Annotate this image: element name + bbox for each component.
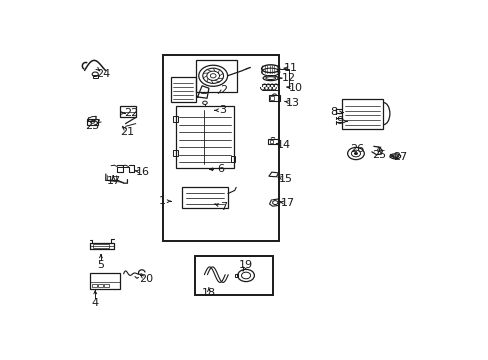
- Text: 1: 1: [159, 196, 166, 206]
- Text: 9: 9: [335, 116, 343, 126]
- Circle shape: [354, 152, 357, 155]
- Bar: [92, 284, 97, 287]
- Bar: [98, 284, 102, 287]
- Text: 20: 20: [139, 274, 153, 284]
- Text: 14: 14: [276, 140, 290, 150]
- Bar: [234, 274, 237, 278]
- Bar: [120, 106, 136, 117]
- Text: 24: 24: [96, 69, 110, 79]
- Bar: [173, 150, 178, 156]
- Bar: [195, 60, 237, 92]
- Text: 16: 16: [135, 167, 149, 177]
- Text: 7: 7: [220, 202, 227, 212]
- Bar: [173, 116, 178, 122]
- Text: 3: 3: [218, 105, 225, 115]
- Text: 21: 21: [120, 127, 134, 137]
- Bar: [171, 77, 195, 102]
- Text: 11: 11: [284, 63, 298, 73]
- Text: 10: 10: [288, 83, 302, 93]
- Text: 19: 19: [239, 260, 253, 270]
- Text: 22: 22: [124, 108, 138, 118]
- Bar: [269, 140, 273, 143]
- Text: 13: 13: [285, 98, 300, 108]
- Text: 5: 5: [97, 260, 104, 270]
- Bar: [195, 256, 272, 295]
- Bar: [182, 187, 227, 208]
- Text: 15: 15: [278, 174, 292, 184]
- Text: 2: 2: [220, 85, 227, 95]
- Text: 17: 17: [280, 198, 294, 208]
- Bar: [104, 284, 109, 287]
- Bar: [163, 55, 279, 240]
- Text: 17: 17: [106, 176, 120, 186]
- Bar: [230, 156, 235, 162]
- Text: 25: 25: [372, 150, 386, 161]
- Bar: [89, 273, 120, 288]
- Text: 6: 6: [216, 164, 224, 174]
- Bar: [267, 139, 277, 144]
- Bar: [87, 119, 98, 125]
- Text: 8: 8: [330, 108, 337, 117]
- Text: 18: 18: [202, 288, 216, 298]
- Bar: [93, 244, 109, 248]
- Text: 26: 26: [349, 144, 363, 153]
- Text: 27: 27: [392, 152, 407, 162]
- Text: 4: 4: [91, 298, 99, 308]
- Bar: [175, 106, 234, 168]
- Text: 23: 23: [85, 121, 99, 131]
- Bar: [93, 75, 97, 77]
- Bar: [269, 96, 274, 100]
- Text: 12: 12: [281, 73, 295, 83]
- Bar: [268, 95, 280, 101]
- Bar: [342, 99, 383, 129]
